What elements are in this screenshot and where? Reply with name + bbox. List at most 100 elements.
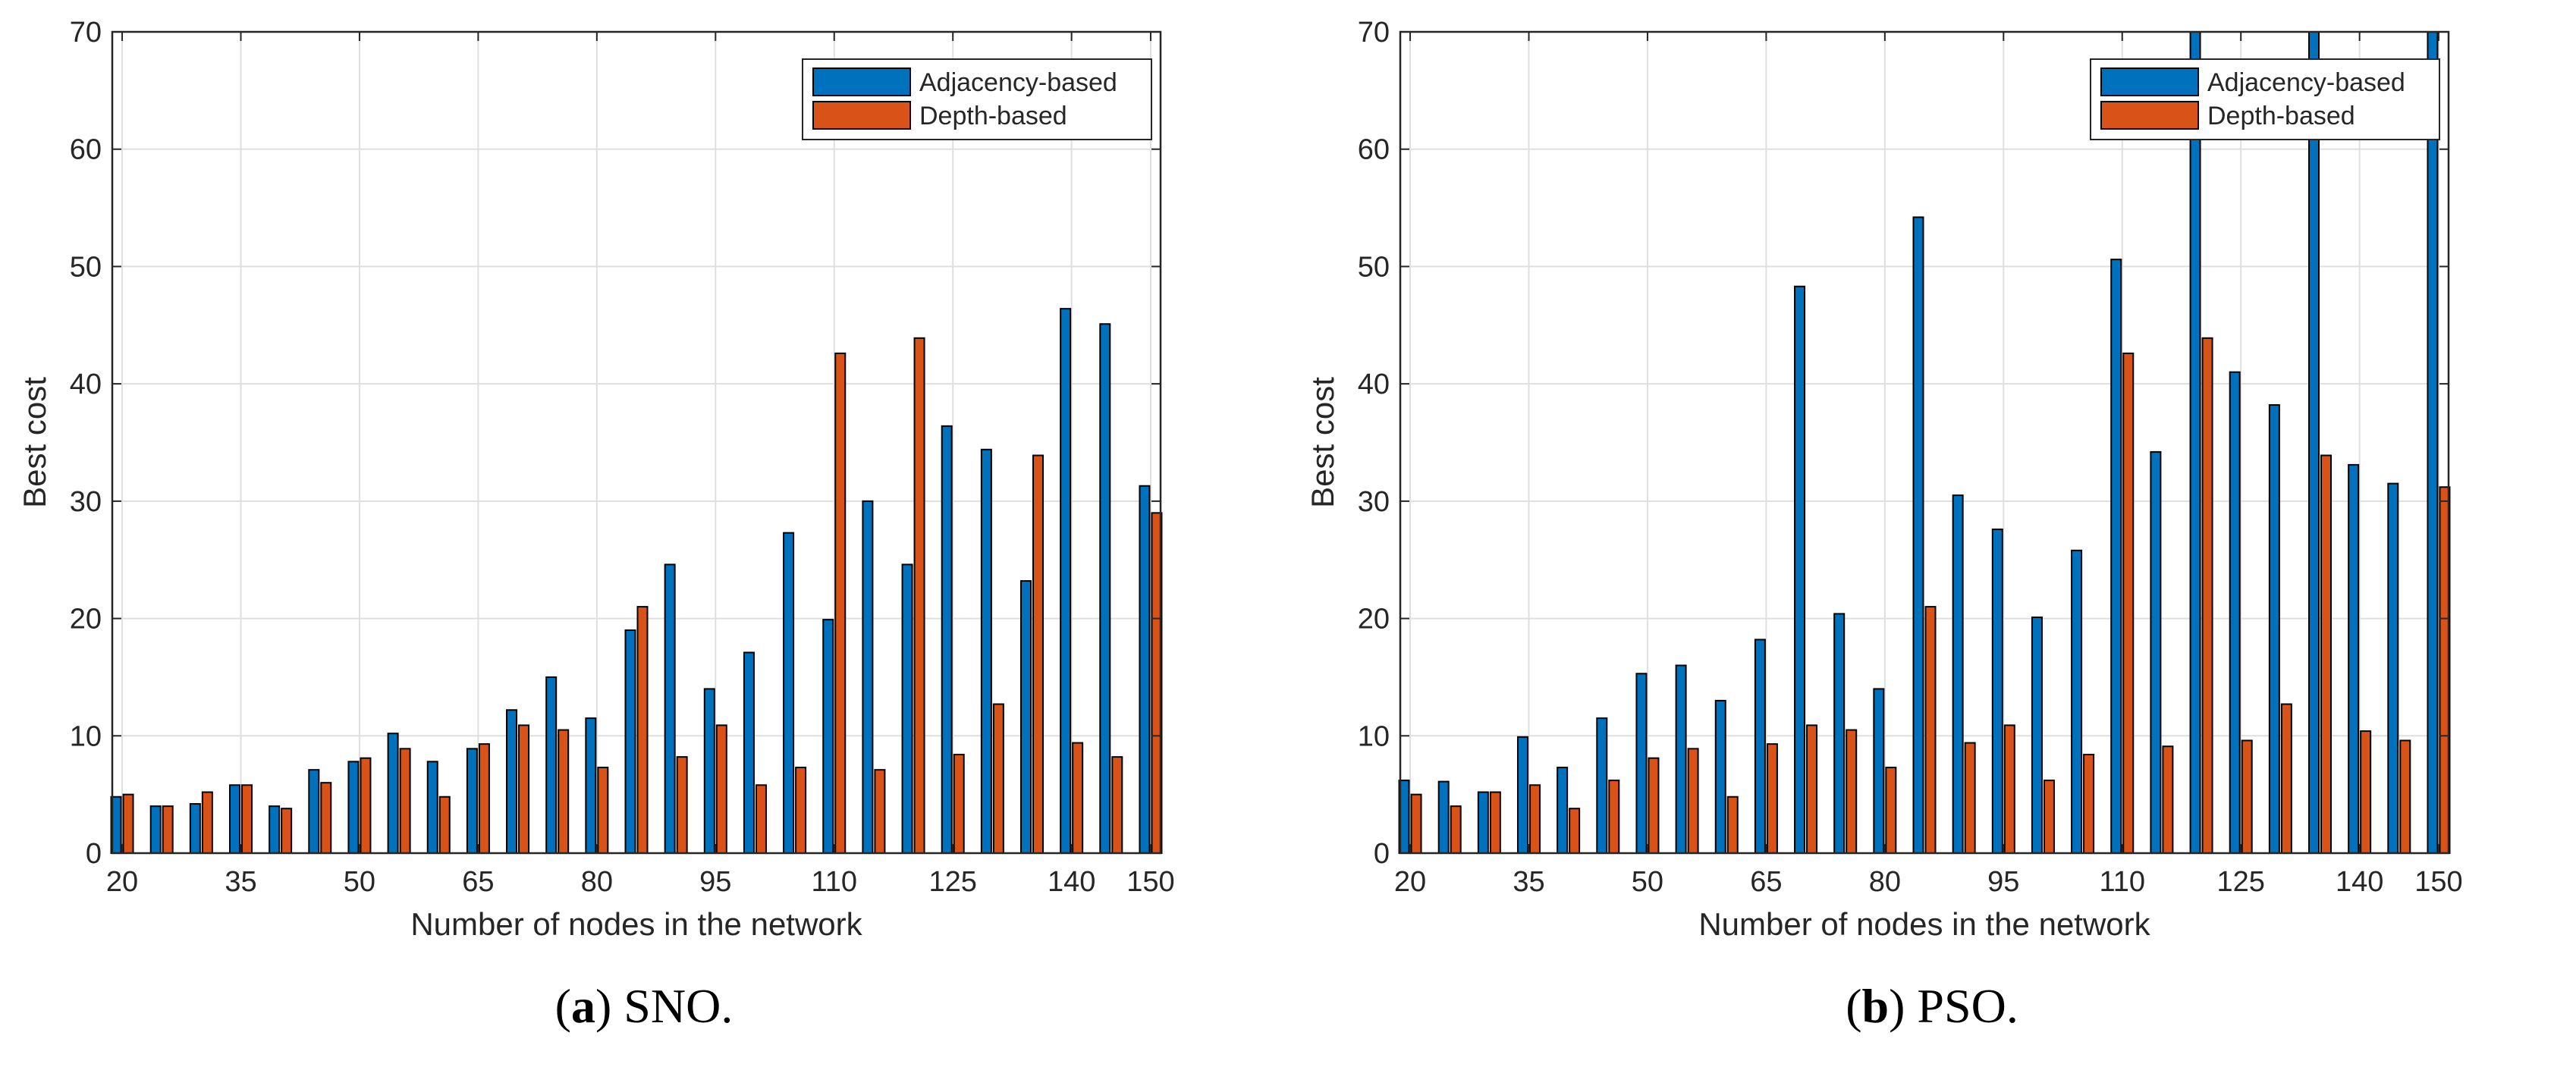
y-tick-label: 30 <box>70 486 102 518</box>
bar-adjacency-25 <box>1437 780 1450 854</box>
bar-depth-75 <box>558 729 570 854</box>
bar-adjacency-85 <box>1912 216 1924 855</box>
bar-depth-30 <box>1489 791 1501 855</box>
x-tick-label: 50 <box>1632 866 1663 898</box>
x-tick-label: 150 <box>1126 866 1174 898</box>
bar-depth-55 <box>1687 748 1699 854</box>
bar-adjacency-135 <box>1020 580 1032 854</box>
bar-adjacency-70 <box>1794 285 1806 855</box>
figure-a: 0 10 20 30 40 50 60 70 20 35 50 65 80 95 110 125 140 150 N… <box>17 17 1175 1033</box>
bar-adjacency-90 <box>664 563 676 854</box>
bar-adjacency-45 <box>1596 717 1608 854</box>
x-tick-label: 110 <box>811 866 857 898</box>
x-tick-label: 125 <box>2217 866 2265 898</box>
bar-depth-105 <box>795 767 807 855</box>
bar-adjacency-135 <box>2308 31 2320 854</box>
bar-chart-b: 0 10 20 30 40 50 60 70 20 35 50 65 80 95 110 125 140 150 N… <box>1305 17 2463 942</box>
y-tick-label: 10 <box>1358 720 1390 752</box>
caption-letter: a <box>570 979 595 1033</box>
bar-depth-65 <box>478 743 490 855</box>
bar-adjacency-75 <box>545 676 558 855</box>
bar-depth-80 <box>597 767 609 855</box>
bar-adjacency-95 <box>703 688 715 855</box>
bar-depth-145 <box>2399 739 2411 855</box>
x-tick-label: 80 <box>1869 866 1901 898</box>
x-tick-label: 50 <box>344 866 375 898</box>
legend-label: Depth-based <box>919 102 1067 130</box>
bar-depth-70 <box>1806 724 1818 855</box>
bar-adjacency-100 <box>743 651 755 855</box>
bar-adjacency-65 <box>466 748 478 854</box>
bar-depth-90 <box>676 756 688 854</box>
bar-depth-120 <box>913 337 925 855</box>
bar-adjacency-95 <box>1991 528 2003 854</box>
bar-depth-75 <box>1846 729 1858 854</box>
x-axis-label: Number of nodes in the network <box>1698 906 2150 942</box>
axes-box <box>111 30 1162 855</box>
bar-depth-115 <box>2162 745 2174 855</box>
bar-depth-120 <box>2201 337 2213 855</box>
x-tick-label: 125 <box>929 866 977 898</box>
bar-adjacency-120 <box>2189 31 2201 854</box>
bar-depth-95 <box>2003 724 2015 855</box>
bar-depth-90 <box>1964 742 1976 854</box>
x-tick-label: 20 <box>106 866 138 898</box>
x-tick-label: 35 <box>1513 866 1544 898</box>
y-tick-label: 0 <box>1374 838 1390 870</box>
y-tick-label: 60 <box>1358 134 1390 166</box>
bar-adjacency-140 <box>1060 308 1072 854</box>
bar-adjacency-45 <box>308 769 320 854</box>
x-tick-label: 65 <box>462 866 494 898</box>
bar-adjacency-30 <box>1477 791 1489 855</box>
bar-depth-115 <box>874 769 886 854</box>
bar-depth-140 <box>2360 730 2372 855</box>
bar-adjacency-80 <box>585 717 597 854</box>
bar-adjacency-115 <box>862 500 874 854</box>
y-tick-label: 50 <box>1358 251 1390 283</box>
bar-adjacency-60 <box>426 761 438 855</box>
bar-depth-125 <box>953 754 965 854</box>
bar-adjacency-35 <box>228 784 240 855</box>
x-tick-label: 80 <box>581 866 613 898</box>
bar-adjacency-65 <box>1754 639 1766 854</box>
y-tick-label: 10 <box>70 720 102 752</box>
bar-adjacency-40 <box>1557 767 1569 855</box>
y-axis-label: Best cost <box>17 377 52 508</box>
bar-adjacency-35 <box>1516 736 1528 855</box>
legend-label: Adjacency-based <box>2207 68 2405 97</box>
bar-adjacency-90 <box>1952 494 1964 854</box>
legend-label: Depth-based <box>2207 102 2355 130</box>
bar-adjacency-145 <box>1099 323 1111 854</box>
bar-adjacency-70 <box>506 709 518 855</box>
bar-adjacency-25 <box>149 805 162 854</box>
bar-depth-80 <box>1885 767 1897 855</box>
bar-depth-65 <box>1766 743 1778 855</box>
x-tick-label: 65 <box>1750 866 1782 898</box>
x-tick-label: 35 <box>225 866 256 898</box>
bar-depth-130 <box>992 703 1004 855</box>
bar-adjacency-50 <box>1635 673 1648 855</box>
y-tick-label: 0 <box>86 838 102 870</box>
bar-adjacency-80 <box>1873 688 1885 855</box>
bar-depth-60 <box>438 796 451 855</box>
x-axis-label: Number of nodes in the network <box>410 906 862 942</box>
y-tick-label: 30 <box>1358 486 1390 518</box>
bar-depth-45 <box>1608 780 1620 855</box>
bar-adjacency-110 <box>822 619 834 855</box>
caption-b: (b) PSO. <box>1846 979 2018 1033</box>
x-tick-label: 140 <box>1048 866 1095 898</box>
bar-depth-70 <box>518 724 530 855</box>
bar-adjacency-50 <box>347 761 360 855</box>
bar-depth-140 <box>1072 742 1084 854</box>
bar-adjacency-125 <box>2229 371 2241 854</box>
bar-depth-30 <box>201 791 213 855</box>
bar-adjacency-60 <box>1714 699 1726 854</box>
bar-depth-105 <box>2083 754 2095 854</box>
bar-adjacency-85 <box>624 629 636 854</box>
bar-adjacency-100 <box>2031 617 2043 854</box>
bar-depth-100 <box>755 784 767 855</box>
bar-depth-85 <box>636 606 649 854</box>
x-tick-label: 110 <box>2099 866 2145 898</box>
bar-depth-60 <box>1726 796 1739 855</box>
bar-adjacency-105 <box>2071 549 2083 855</box>
